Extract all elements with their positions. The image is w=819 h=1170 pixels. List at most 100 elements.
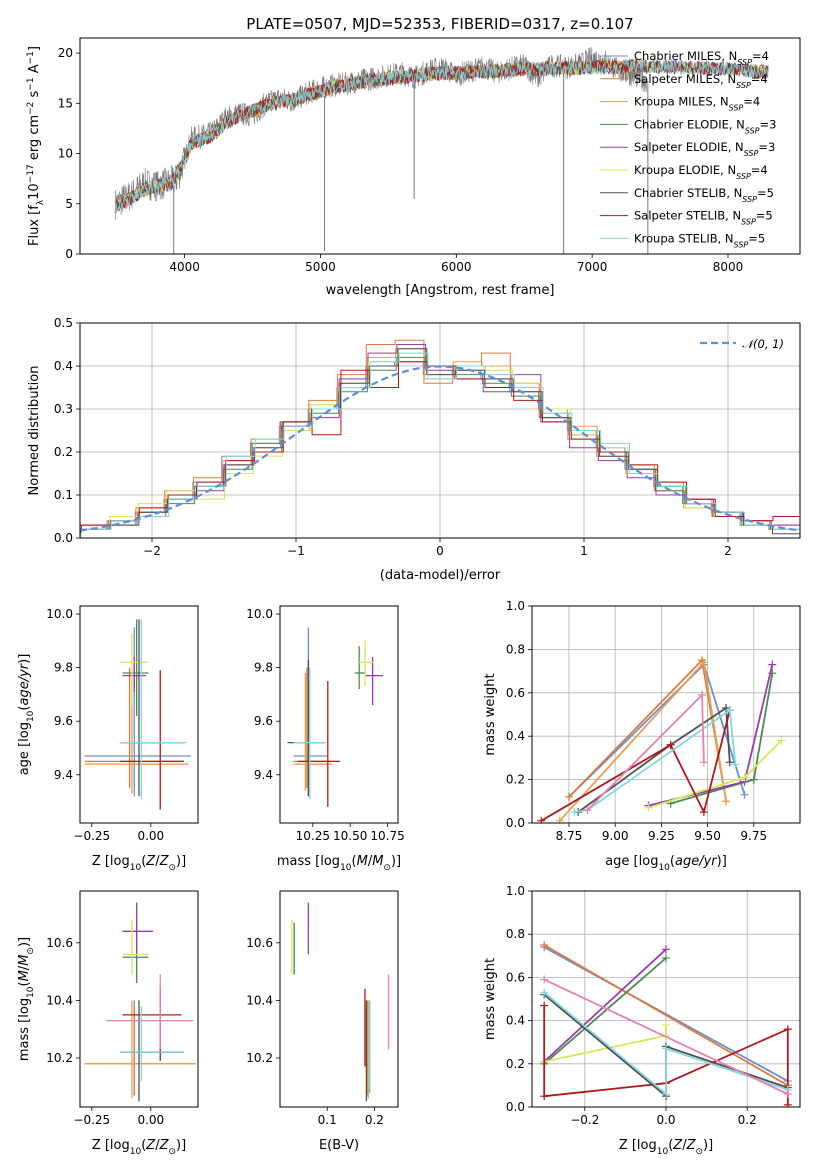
x-tick-label: 1 [580,544,588,558]
weight-marker [699,658,708,667]
y-tick-label: 0.0 [506,1100,525,1114]
axes-frame [79,605,199,824]
y-tick-label: 0.2 [506,1057,525,1071]
x-tick-label: 10.75 [370,829,404,843]
weight-marker [662,945,670,954]
errorbar-salpeter-elodie [365,656,384,706]
x-axis-label-part: M [372,854,383,869]
y-tick-label: 0.6 [506,970,525,984]
x-tick-label: 9.00 [602,829,629,843]
y-tick-label: 0.0 [54,531,73,545]
errorbar-chabrier-elodie [122,919,149,984]
y-axis-label-part: age [log [17,722,32,775]
legend-label-part: Kroupa ELODIE, N [634,163,736,177]
x-tick-label: 8000 [713,260,744,274]
legend-label-part: SSP [736,80,751,89]
legend-label-part: SSP [745,126,760,135]
histogram-chabrier-stelib [80,348,800,538]
y-axis-label-part: ( [17,981,32,986]
weight-marker [749,775,758,784]
legend-label-part: SSP [729,103,744,112]
errorbar-chabrier-miles [293,627,328,797]
x-axis-label-part: 10 [130,1147,142,1157]
y-axis-label-part: / [17,965,32,970]
plot-area [540,941,792,1107]
legend-label: Chabrier STELIB, NSSP=5 [634,186,774,204]
y-axis-label-part: Normed distribution [27,366,42,496]
y-axis-label-part: A [27,64,42,77]
plot-area [84,902,196,1102]
weight-marker [662,1090,670,1099]
legend-label: Chabrier MILES, NSSP=4 [634,49,769,67]
weight-marker [666,740,675,749]
errorbar-kroupa-miles [84,1000,196,1099]
y-tick-label: 0.8 [506,642,525,656]
x-axis-label-part: age [log [605,854,658,869]
x-axis-label-part: Z [159,854,170,869]
x-axis-label-part: Z [145,854,156,869]
chart-residuals: −2 −1 0 1 2 0.0 0.1 0.2 0.3 0.4 0.5 (data-model)/er… [27,316,801,583]
y-axis-label-part: ⊙ [26,947,36,955]
weight-series-salpeter-miles [564,656,731,806]
x-tick-label: 9.25 [648,829,675,843]
x-axis-label-part: )] [176,1138,186,1153]
x-axis-label-part: / [368,854,373,869]
chart-age-vs-mass: 10.25 10.50 10.75 9.4 9.6 9.8 10.0 mass [log10(… [246,605,405,873]
y-axis-label: mass weight [483,958,498,1040]
weight-marker [783,1100,792,1107]
x-axis-label: Z [log10(Z/Z⊙)] [619,1138,713,1157]
weight-marker [540,975,549,984]
x-axis-label-part: )] [391,854,401,869]
weight-marker [699,808,708,817]
errorbar-chabrier-stelib [287,659,325,797]
y-tick-label: 10.0 [246,607,273,621]
legend-label-part: Kroupa MILES, N [634,95,729,109]
x-axis-label-part: ⊙ [168,1147,176,1157]
histogram-kroupa-miles [80,348,799,538]
x-axis-label-part: 10 [657,1147,669,1157]
y-tick-label: 10 [58,147,73,161]
weight-marker [783,1090,792,1099]
x-axis-label-part: wavelength [Angstrom, rest frame] [326,283,555,298]
legend-label-part: Chabrier MILES, N [634,49,737,63]
x-tick-label: 0.00 [137,829,164,843]
y-axis-label-part: mass weight [483,958,498,1040]
x-tick-label: 8.75 [556,829,583,843]
x-axis-label-part: ( [141,854,146,869]
y-tick-label: 0.4 [506,1014,525,1028]
errorbar-kroupa-stelib [120,619,187,799]
y-axis-label-part: Flux [f [27,205,42,246]
axes-frame [279,605,399,824]
y-axis-label: mass [log10(M/M⊙)] [17,937,36,1061]
x-axis-label-part: / [155,854,160,869]
y-axis-label-part: age/yr [17,662,32,705]
x-axis-label-part: ⊙ [168,863,176,873]
weight-marker [583,805,592,814]
legend-label: Salpeter ELODIE, NSSP=3 [634,140,775,158]
chart-title: PLATE=0507, MJD=52353, FIBERID=0317, z=0… [246,15,633,33]
x-tick-label: 9.50 [694,829,721,843]
x-axis-label-part: ⊙ [695,1147,703,1157]
x-axis-label-part: ⊙ [383,863,391,873]
y-tick-label: 10.0 [46,607,73,621]
x-tick-label: 0.1 [318,1113,337,1127]
x-axis-label-part: )] [703,1138,713,1153]
y-tick-label: 9.8 [54,661,73,675]
y-axis-label-part: erg cm [27,115,42,164]
errorbar-kroupa-stelib [293,667,327,799]
x-tick-label: −1 [287,544,305,558]
y-tick-label: 0.6 [506,686,525,700]
histogram-chabrier-elodie [80,356,800,538]
weight-marker [722,797,731,806]
x-axis-label-part: Z [log [619,1138,657,1153]
legend-label: Salpeter MILES, NSSP=4 [634,72,768,90]
plot-area [114,46,769,254]
weight-marker [570,808,579,817]
weight-line [574,708,737,813]
y-tick-label: 0 [65,247,73,261]
axes-frame [531,605,801,824]
x-tick-label: 2 [724,544,732,558]
legend-label-part: Salpeter MILES, N [634,72,736,86]
